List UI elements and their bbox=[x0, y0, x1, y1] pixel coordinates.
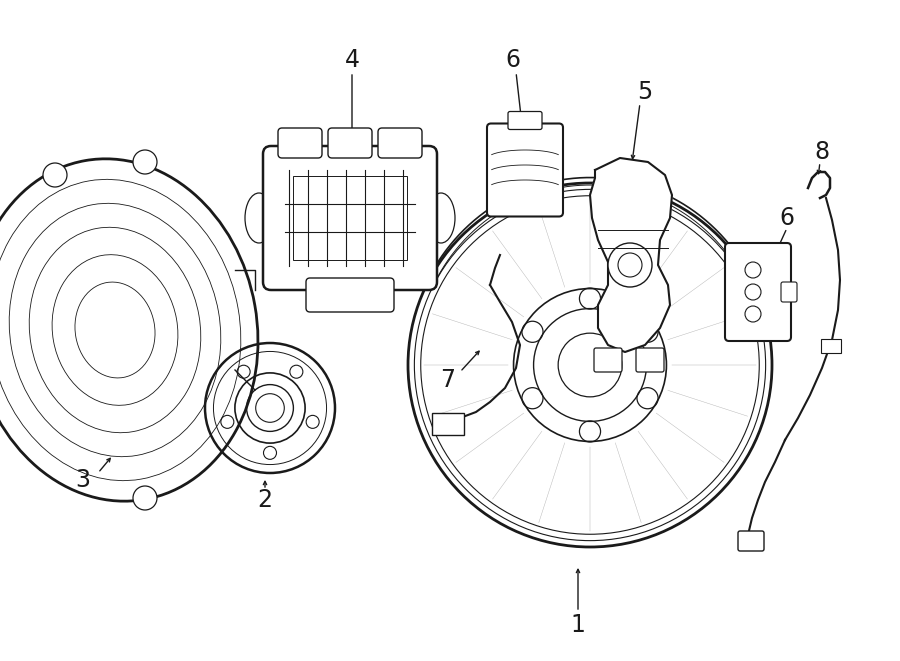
Circle shape bbox=[133, 486, 157, 510]
FancyBboxPatch shape bbox=[432, 413, 464, 435]
FancyBboxPatch shape bbox=[278, 128, 322, 158]
FancyBboxPatch shape bbox=[781, 282, 797, 302]
Circle shape bbox=[608, 243, 652, 287]
FancyBboxPatch shape bbox=[738, 531, 764, 551]
Text: 5: 5 bbox=[637, 80, 652, 104]
Text: 2: 2 bbox=[257, 488, 273, 512]
Text: 1: 1 bbox=[571, 613, 585, 637]
Circle shape bbox=[43, 163, 67, 187]
FancyBboxPatch shape bbox=[378, 128, 422, 158]
FancyBboxPatch shape bbox=[328, 128, 372, 158]
FancyBboxPatch shape bbox=[263, 146, 437, 290]
FancyBboxPatch shape bbox=[636, 348, 664, 372]
Text: 6: 6 bbox=[506, 48, 520, 72]
Polygon shape bbox=[590, 158, 672, 352]
FancyBboxPatch shape bbox=[306, 278, 394, 312]
Ellipse shape bbox=[245, 193, 273, 243]
Text: 6: 6 bbox=[779, 206, 795, 230]
FancyBboxPatch shape bbox=[725, 243, 791, 341]
FancyBboxPatch shape bbox=[508, 112, 542, 130]
Circle shape bbox=[133, 150, 157, 174]
FancyBboxPatch shape bbox=[821, 339, 841, 353]
Ellipse shape bbox=[427, 193, 455, 243]
FancyBboxPatch shape bbox=[487, 124, 563, 217]
Text: 4: 4 bbox=[345, 48, 359, 72]
FancyBboxPatch shape bbox=[594, 348, 622, 372]
Text: 3: 3 bbox=[76, 468, 91, 492]
Text: 8: 8 bbox=[814, 140, 830, 164]
Text: 7: 7 bbox=[440, 368, 455, 392]
